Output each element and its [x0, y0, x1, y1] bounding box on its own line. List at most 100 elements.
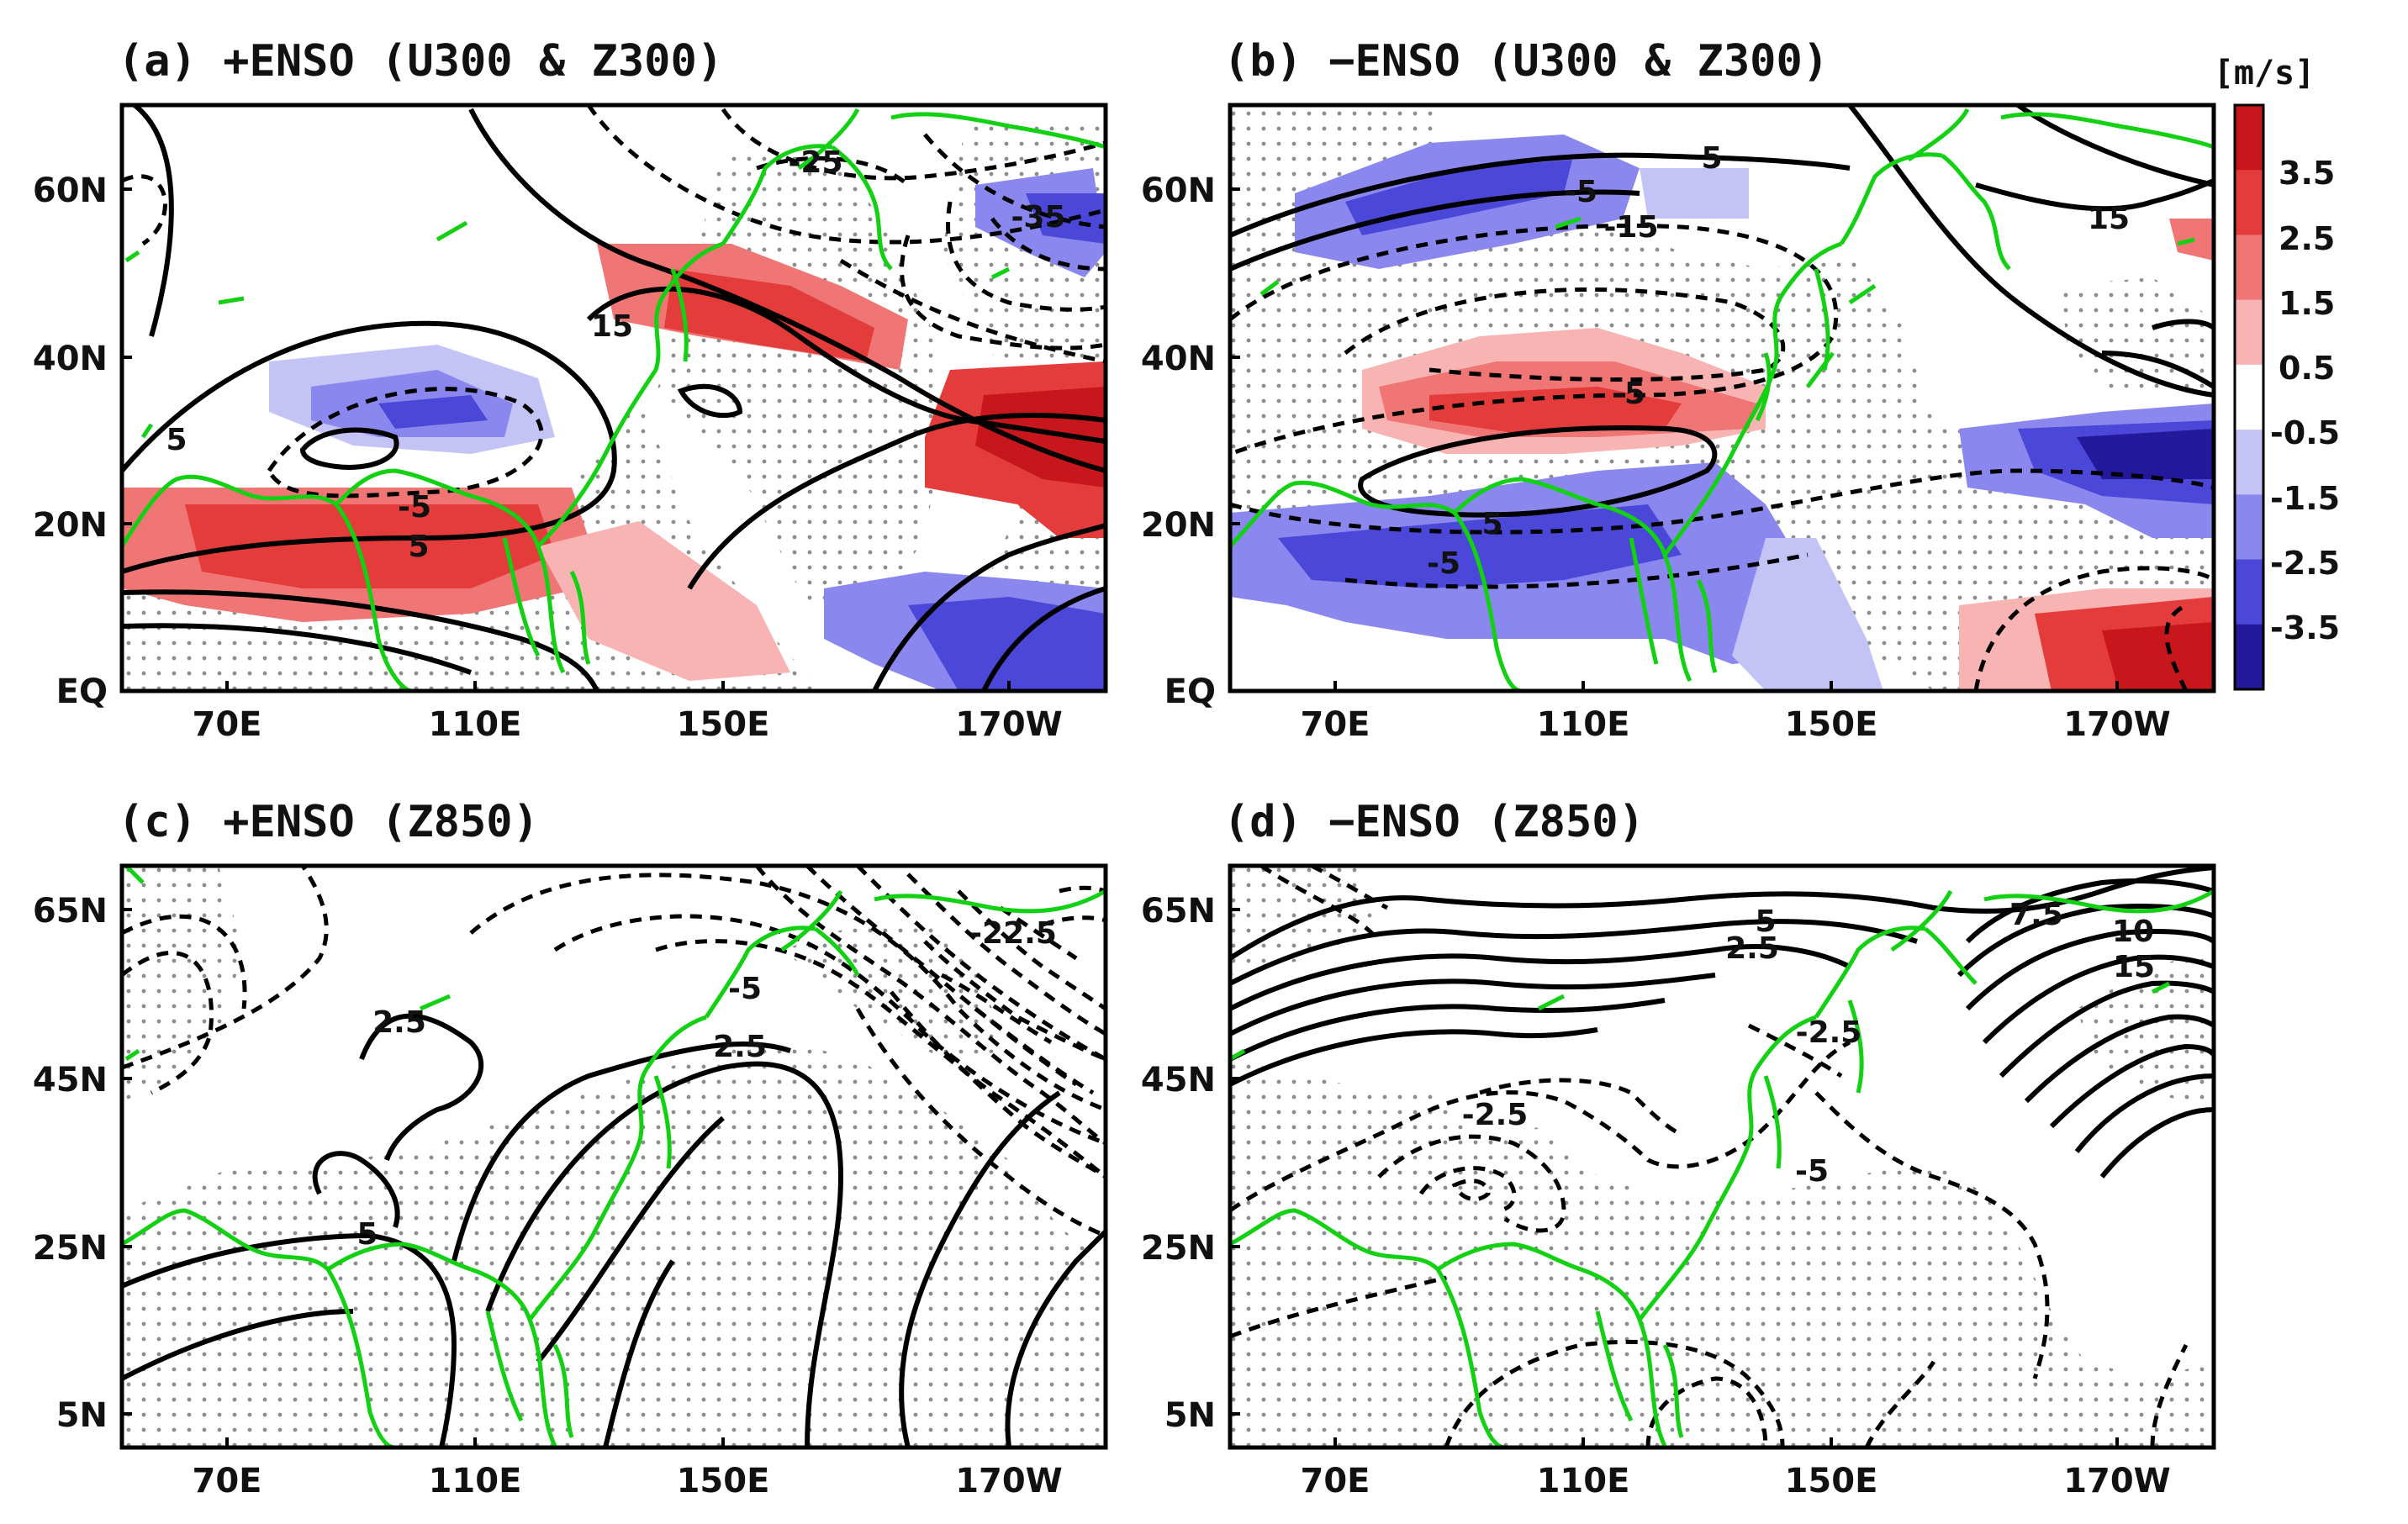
panel-a-contour-label: -5: [398, 490, 431, 525]
panel-c-title: (c) +ENSO (Z850): [118, 797, 539, 847]
panel-a-map: [122, 105, 1106, 691]
panel-b-x-tick: 170W: [2063, 705, 2171, 744]
panel-a-x-tick: 170W: [955, 705, 1063, 744]
panel-a-y-tick: EQ: [56, 672, 108, 711]
panel-c-axis-ticks: [122, 908, 1011, 1448]
panel-a-contour-label: 5: [166, 423, 187, 457]
panel-b-contour-label: -15: [1603, 210, 1658, 245]
colorbar-swatch: [2235, 299, 2263, 366]
colorbar-label: -3.5: [2270, 609, 2340, 646]
panel-b-coastline: [1230, 108, 2214, 691]
colorbar-swatch: [2235, 624, 2263, 690]
colorbar-label: 2.5: [2279, 220, 2335, 257]
panel-d-contour-label: 5: [1755, 904, 1776, 939]
panel-d-x-tick: 70E: [1301, 1462, 1370, 1500]
panel-c-x-tick: 150E: [677, 1462, 770, 1500]
panel-b: (b) −ENSO (U300 & Z300): [1141, 36, 2216, 744]
panel-b-contour-label: 15: [2088, 202, 2130, 236]
panel-d-y-tick: 45N: [1141, 1061, 1216, 1099]
panel-d-x-tick: 110E: [1537, 1462, 1630, 1500]
colorbar-swatch: [2235, 105, 2263, 171]
panel-d-y-tick: 25N: [1141, 1229, 1216, 1268]
panel-b-x-tick: 70E: [1301, 705, 1370, 744]
colorbar-swatch: [2235, 364, 2263, 430]
colorbar-label: 3.5: [2279, 155, 2335, 192]
panel-c-significance-stipple: [122, 866, 244, 1101]
panel-c-positive-contours: [122, 1013, 1106, 1448]
panel-b-contour-label: 5: [1481, 507, 1502, 541]
panel-b-x-tick: 150E: [1785, 705, 1878, 744]
panel-b-contour-label: -5: [1612, 377, 1645, 411]
panel-c-contour-label: -5: [728, 972, 762, 1006]
panel-c-x-tick: 70E: [193, 1462, 262, 1500]
panel-a-contour-label: -25: [788, 145, 842, 180]
colorbar-label: -0.5: [2270, 414, 2340, 451]
panel-c-y-tick: 25N: [33, 1229, 108, 1268]
panel-d-y-tick: 65N: [1141, 892, 1216, 931]
panel-a-x-tick: 70E: [193, 705, 262, 744]
panel-a-x-tick: 110E: [429, 705, 522, 744]
panel-a-y-tick: 60N: [33, 171, 108, 210]
panel-b-title: (b) −ENSO (U300 & Z300): [1223, 36, 1829, 87]
panel-c-negative-contours: [122, 866, 1106, 1238]
panel-d-x-tick: 150E: [1785, 1462, 1878, 1500]
panel-c-contour-label: -22.5: [969, 916, 1057, 951]
colorbar-swatch: [2235, 170, 2263, 235]
panel-c-contour-label: 5: [356, 1217, 378, 1252]
colorbar-label: 0.5: [2279, 350, 2335, 387]
colorbar: [m/s] 3.5 2.5 1.5 0.5 -0.5 -1.5 -2.5 -3.…: [2214, 54, 2340, 691]
panel-c-y-tick: 5N: [56, 1396, 108, 1435]
colorbar-frame: [2233, 103, 2265, 691]
colorbar-swatch: [2235, 235, 2263, 301]
panel-a-negative-anomaly: [269, 168, 1106, 691]
panel-c-coastline: [122, 866, 1106, 1448]
panel-c-frame: [119, 863, 1108, 1450]
panel-a-axis-ticks: [122, 187, 1011, 691]
panel-c-contour-label: 2.5: [713, 1030, 767, 1064]
panel-d-title: (d) −ENSO (Z850): [1223, 797, 1645, 847]
panel-a-contour-label: -35: [1011, 200, 1065, 235]
panel-b-x-tick: 110E: [1537, 705, 1630, 744]
panel-d-contour-label: -2.5: [1462, 1098, 1529, 1132]
colorbar-swatches: [2235, 105, 2263, 690]
panel-d-coastline: [1230, 889, 2214, 1448]
colorbar-label: -1.5: [2270, 480, 2340, 517]
panel-d-contour-label: 7.5: [2009, 898, 2063, 932]
panel-b-frame: [1228, 103, 2216, 693]
panel-b-positive-anomaly: [1362, 219, 2214, 691]
panel-b-contour-label: 5: [1701, 141, 1722, 176]
colorbar-labels: 3.5 2.5 1.5 0.5 -0.5 -1.5 -2.5 -3.5: [2270, 155, 2340, 646]
panel-c-contour-label: 2.5: [372, 1005, 426, 1040]
panel-d-map: [1230, 866, 2214, 1448]
panel-c-y-tick: 65N: [33, 892, 108, 931]
panel-b-y-tick: 20N: [1141, 506, 1216, 545]
panel-b-contour-label: -5: [1564, 175, 1597, 209]
panel-d: (d) −ENSO (Z850): [1141, 797, 2216, 1500]
panel-c-y-tick: 45N: [33, 1061, 108, 1099]
panel-c: (c) +ENSO (Z850): [33, 797, 1108, 1500]
panel-a-positive-contours: [122, 105, 1106, 691]
panel-a-y-tick: 20N: [33, 506, 108, 545]
panel-c-x-tick: 110E: [429, 1462, 522, 1500]
panel-b-negative-anomaly: [1230, 134, 2214, 691]
panel-d-x-tick: 170W: [2063, 1462, 2171, 1500]
panel-a-contour-label: 15: [591, 309, 633, 344]
panel-a-y-tick: 40N: [33, 340, 108, 378]
panel-b-map: [1230, 105, 2214, 691]
colorbar-swatch: [2235, 559, 2263, 625]
panel-a-title: (a) +ENSO (U300 & Z300): [118, 36, 723, 87]
panel-a-frame: [119, 103, 1108, 693]
panel-a-contour-label: 5: [408, 530, 429, 564]
panel-c-map: [122, 866, 1106, 1448]
colorbar-label: 1.5: [2279, 285, 2335, 322]
panel-d-frame: [1228, 863, 2216, 1450]
panel-a-coastline: [122, 108, 1106, 691]
panel-a-x-tick: 150E: [677, 705, 770, 744]
panel-c-x-tick: 170W: [955, 1462, 1063, 1500]
panel-b-y-tick: EQ: [1164, 672, 1216, 711]
colorbar-label: -2.5: [2270, 545, 2340, 582]
panel-b-contour-label: -5: [1427, 546, 1460, 581]
panel-a-negative-contours: [122, 105, 1106, 498]
colorbar-swatch: [2235, 494, 2263, 561]
colorbar-swatch: [2235, 430, 2263, 495]
